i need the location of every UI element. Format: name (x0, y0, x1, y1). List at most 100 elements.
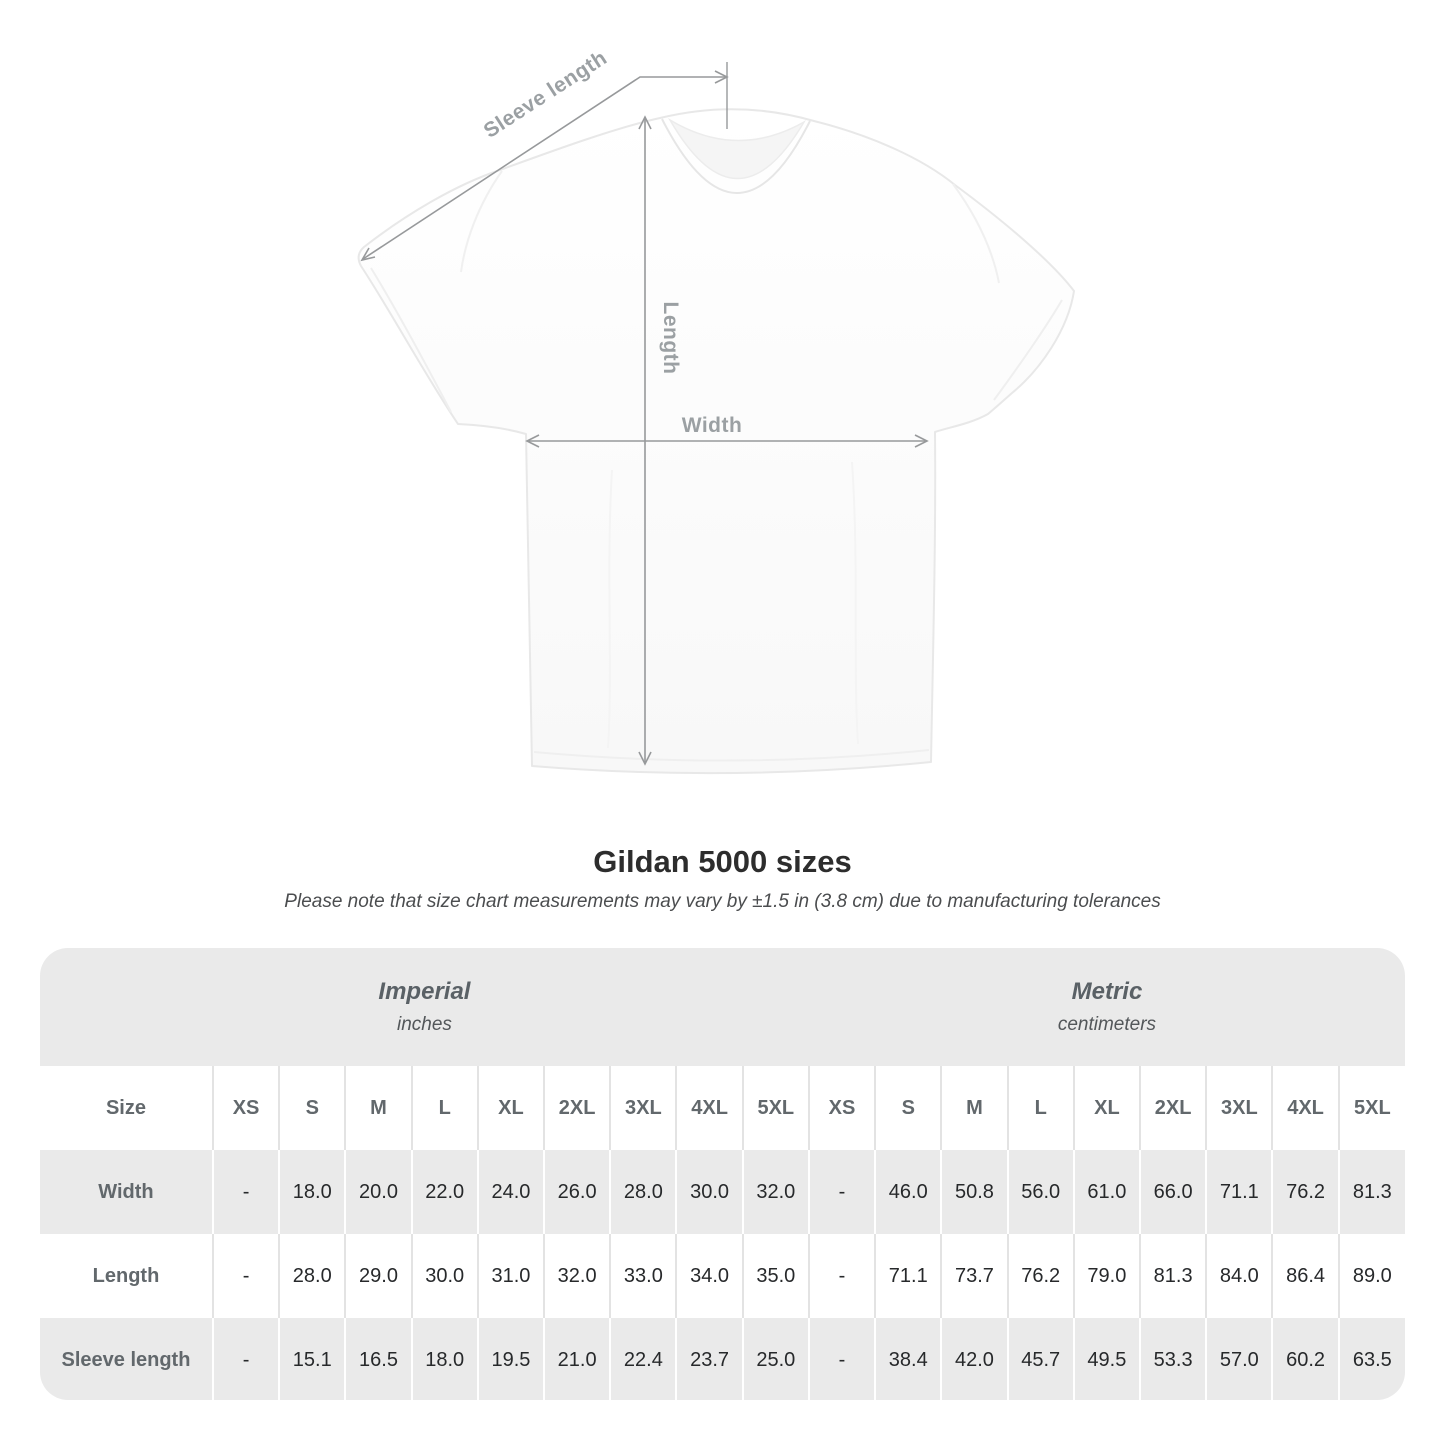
measurement-cell: 25.0 (742, 1318, 810, 1400)
unit-header-row: Imperial inches Metric centimeters (40, 948, 1405, 1066)
size-column-header: XS (808, 1066, 877, 1150)
size-column-header: L (1007, 1066, 1075, 1150)
measurement-cell: 81.3 (1140, 1234, 1208, 1318)
size-column-header: 4XL (676, 1066, 744, 1150)
measurement-cell: 15.1 (279, 1318, 347, 1400)
row-label: Width (40, 1150, 214, 1234)
measurement-cell: 26.0 (544, 1150, 612, 1234)
width-label: Width (682, 414, 743, 437)
measurement-cell: 42.0 (941, 1318, 1009, 1400)
arrow-right-icon (714, 70, 729, 84)
wrinkle-left (607, 469, 613, 749)
measurement-cell: 29.0 (345, 1234, 413, 1318)
measurement-cell: 84.0 (1206, 1234, 1274, 1318)
size-column-header: S (279, 1066, 347, 1150)
measurement-cell: 45.7 (1007, 1318, 1075, 1400)
measurement-cell: 22.0 (411, 1150, 479, 1234)
size-column-header: XS (212, 1066, 281, 1150)
measurement-cell: 30.0 (411, 1234, 479, 1318)
sleeve-length-dimension (360, 62, 729, 262)
imperial-header: Imperial inches (40, 948, 809, 1066)
size-column-header: 5XL (742, 1066, 810, 1150)
measurement-cell: 53.3 (1140, 1318, 1208, 1400)
measurement-cell: 50.8 (941, 1150, 1009, 1234)
arrow-up-icon (638, 115, 652, 130)
measurement-cell: 35.0 (742, 1234, 810, 1318)
wrinkle-right (851, 461, 859, 745)
measurement-cell: 21.0 (544, 1318, 612, 1400)
measurement-cell: 31.0 (477, 1234, 546, 1318)
measurement-cell: 16.5 (345, 1318, 413, 1400)
imperial-unit: inches (396, 1014, 452, 1035)
collar-band-seam (661, 118, 811, 194)
size-column-header: 3XL (1206, 1066, 1274, 1150)
measurement-cell: 34.0 (676, 1234, 744, 1318)
length-label: Length (659, 302, 682, 375)
measurement-cell: - (212, 1150, 281, 1234)
measurement-cell: 63.5 (1338, 1318, 1405, 1400)
measurement-cell: 19.5 (477, 1318, 546, 1400)
measurement-cell: 79.0 (1073, 1234, 1142, 1318)
measurement-cell: 28.0 (279, 1234, 347, 1318)
size-column-header: XL (1073, 1066, 1142, 1150)
row-label: Length (40, 1234, 214, 1318)
measurement-cell: 24.0 (477, 1150, 546, 1234)
measurement-cell: 89.0 (1338, 1234, 1405, 1318)
measurement-cell: 46.0 (875, 1150, 943, 1234)
size-table: Imperial inches Metric centimeters Size X… (40, 948, 1405, 1400)
measurement-cell: 30.0 (676, 1150, 744, 1234)
metric-unit: centimeters (1057, 1014, 1157, 1035)
measurement-cell: - (808, 1318, 877, 1400)
measurement-cell: 32.0 (544, 1234, 612, 1318)
measurement-cell: 32.0 (742, 1150, 810, 1234)
measurement-cell: 22.4 (610, 1318, 678, 1400)
right-armhole-seam (952, 183, 1000, 284)
size-column-header: 5XL (1338, 1066, 1405, 1150)
tshirt-diagram-svg: Sleeve length Length Width (357, 46, 1075, 775)
arrow-right-icon (914, 434, 929, 448)
tolerance-note: Please note that size chart measurements… (284, 891, 1161, 912)
measurement-row: Sleeve length -15.1 16.5 18.0 19.5 21.0 22.4 23… (40, 1318, 1405, 1400)
sleeve-length-label: Sleeve length (480, 46, 612, 143)
tshirt-diagram: Sleeve length Length Width (357, 46, 1075, 775)
page-title: Gildan 5000 sizes (593, 844, 852, 879)
size-table-body: Imperial inches Metric centimeters Size X… (40, 948, 1405, 1400)
size-column-header: L (411, 1066, 479, 1150)
measurement-cell: - (212, 1318, 281, 1400)
measurement-cell: 33.0 (610, 1234, 678, 1318)
measurement-cell: 18.0 (279, 1150, 347, 1234)
measurement-cell: 71.1 (875, 1234, 943, 1318)
measurement-cell: 76.2 (1272, 1150, 1340, 1234)
left-sleeve-hem (370, 267, 452, 413)
measurement-cell: 18.0 (411, 1318, 479, 1400)
measurement-cell: 66.0 (1140, 1150, 1208, 1234)
metric-header: Metric centimeters (808, 948, 1405, 1066)
measurement-cell: - (808, 1234, 877, 1318)
size-column-header: XL (477, 1066, 546, 1150)
measurement-cell: 81.3 (1338, 1150, 1405, 1234)
measurement-row: Width -18.0 20.0 22.0 24.0 26.0 28.0 30.0 32.0-4… (40, 1150, 1405, 1234)
size-column-header: M (941, 1066, 1009, 1150)
size-column-header: 3XL (610, 1066, 678, 1150)
measurement-cell: 71.1 (1206, 1150, 1274, 1234)
bottom-hem (533, 749, 930, 762)
size-column-header: 2XL (1140, 1066, 1208, 1150)
measurement-cell: 60.2 (1272, 1318, 1340, 1400)
size-header-row: Size XS S M L XL 2XL 3XL 4XL 5XL XS S M L XL 2XL 3XL 4XL 5… (40, 1066, 1405, 1150)
right-sleeve-hem (993, 299, 1063, 401)
measurement-cell: 20.0 (345, 1150, 413, 1234)
row-label: Sleeve length (40, 1318, 214, 1400)
size-table-container: Imperial inches Metric centimeters Size X… (40, 948, 1405, 1400)
measurement-cell: - (212, 1234, 281, 1318)
arrow-down-icon (638, 751, 652, 766)
measurement-cell: 38.4 (875, 1318, 943, 1400)
measurement-cell: 56.0 (1007, 1150, 1075, 1234)
measurement-cell: - (808, 1150, 877, 1234)
measurement-cell: 23.7 (676, 1318, 744, 1400)
size-column-header: 4XL (1272, 1066, 1340, 1150)
metric-title: Metric (1071, 978, 1143, 1005)
imperial-title: Imperial (378, 978, 471, 1005)
arrow-left-icon (525, 434, 540, 448)
size-column-header: M (345, 1066, 413, 1150)
collar-opening (667, 117, 807, 180)
